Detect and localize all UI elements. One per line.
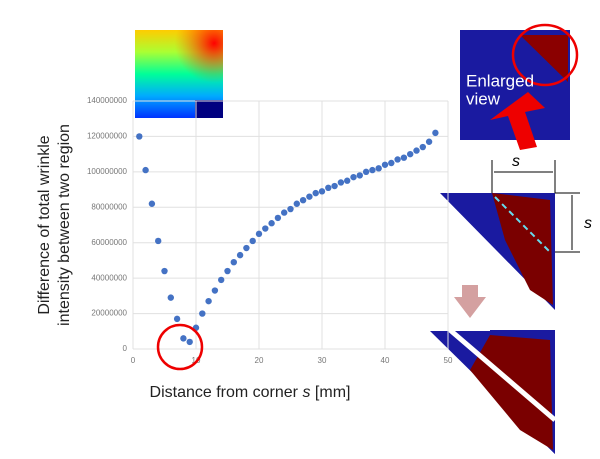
data-point [180, 335, 186, 341]
data-point [294, 201, 300, 207]
data-point [338, 179, 344, 185]
y-tick-label: 140000000 [87, 96, 128, 105]
data-point [237, 252, 243, 258]
heatmap [135, 30, 223, 118]
data-point [136, 133, 142, 139]
data-point [142, 167, 148, 173]
data-point [212, 287, 218, 293]
s-label: s [584, 215, 592, 232]
data-point [268, 220, 274, 226]
data-point [344, 178, 350, 184]
data-point [363, 169, 369, 175]
data-point [325, 185, 331, 191]
x-tick-label: 50 [444, 356, 453, 365]
x-tick-label: 0 [131, 356, 136, 365]
data-point [149, 201, 155, 207]
data-point [199, 310, 205, 316]
data-point [205, 298, 211, 304]
data-point [413, 147, 419, 153]
data-point [161, 268, 167, 274]
enlarged-label: Enlarged [466, 71, 534, 90]
data-point [357, 172, 363, 178]
data-point [407, 151, 413, 157]
highlight-circle [158, 325, 202, 369]
data-point [426, 139, 432, 145]
page: {"chart_data": {"type": "scatter", "y_la… [0, 0, 600, 459]
data-point [231, 259, 237, 265]
data-point [401, 154, 407, 160]
x-tick-label: 30 [318, 356, 327, 365]
data-point [262, 225, 268, 231]
data-point [256, 231, 262, 237]
data-point [313, 190, 319, 196]
data-point [250, 238, 256, 244]
chart: 0 20000000 40000000 60000000 80000000 1000000… [0, 0, 600, 454]
enlarged-label: view [466, 89, 501, 108]
data-point [388, 160, 394, 166]
data-point [306, 193, 312, 199]
data-point [420, 144, 426, 150]
x-axis-label: Distance from corner s [mm] [150, 384, 351, 401]
x-tick-label: 20 [255, 356, 264, 365]
data-point [281, 209, 287, 215]
y-tick-label: 60000000 [91, 238, 127, 247]
y-tick-label: 40000000 [91, 273, 127, 282]
x-tick-label: 40 [381, 356, 390, 365]
data-point [275, 215, 281, 221]
data-point [224, 268, 230, 274]
s-label: s [512, 153, 520, 170]
x-axis-label-unit: [mm] [315, 384, 351, 401]
data-point [168, 294, 174, 300]
y-axis-label: Difference of total wrinkle [36, 135, 53, 314]
x-axis-label-text: Distance from corner [150, 384, 299, 401]
y-tick-label: 100000000 [87, 167, 128, 176]
data-point [394, 156, 400, 162]
data-point [369, 167, 375, 173]
x-axis-label-var: s [302, 384, 310, 401]
y-tick-label: 120000000 [87, 132, 128, 141]
data-point [319, 188, 325, 194]
data-point [243, 245, 249, 251]
y-tick-label: 80000000 [91, 202, 127, 211]
data-point [218, 277, 224, 283]
data-point [376, 165, 382, 171]
data-point [432, 130, 438, 136]
data-point [300, 197, 306, 203]
data-point [187, 339, 193, 345]
data-point [331, 183, 337, 189]
data-point [350, 174, 356, 180]
y-tick-label: 0 [123, 344, 128, 353]
data-point [287, 206, 293, 212]
y-axis-label: intensity between two region [56, 124, 73, 326]
y-tick-label: 20000000 [91, 309, 127, 318]
data-point [174, 316, 180, 322]
data-point [382, 162, 388, 168]
data-point [155, 238, 161, 244]
